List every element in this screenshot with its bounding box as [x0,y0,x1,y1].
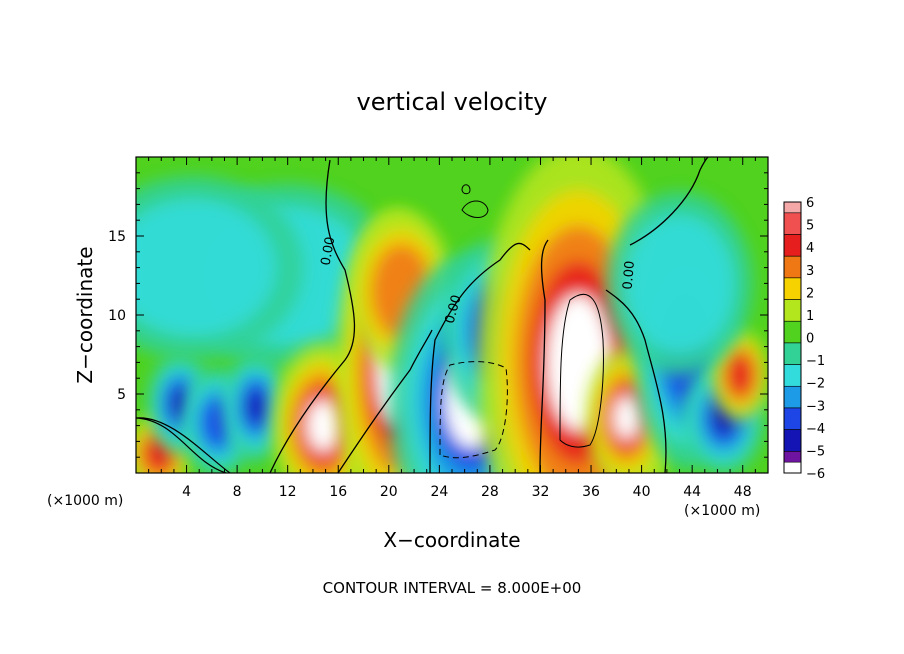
field-feature [710,329,768,421]
x-axis-label: X−coordinate [383,528,520,552]
y-tick-label: 15 [108,229,126,245]
x-unit-label-right: (×1000 m) [684,503,760,519]
colorbar [783,201,802,474]
colorbar-swatch [783,407,802,430]
colorbar-label: 6 [806,196,814,211]
x-tick-labels: 4 8 12 16 20 24 28 32 36 40 44 48 [182,484,752,500]
colorbar-label: −2 [806,377,825,392]
x-unit-label-left: (×1000 m) [47,493,123,509]
x-tick-label: 4 [182,484,191,500]
colorbar-swatch [783,451,802,463]
colorbar-label: 2 [806,286,814,301]
field-feature-ring [624,214,735,353]
y-tick-label: 5 [117,387,126,403]
colorbar-label: −1 [806,354,825,369]
colorbar-swatch [783,342,802,365]
x-tick-label: 16 [329,484,347,500]
y-axis-label: Z−coordinate [73,246,97,383]
x-tick-label: 36 [582,484,600,500]
field-feature [136,175,303,360]
zero-contour-band-b [337,329,433,473]
x-tick-label: 12 [279,484,297,500]
colorbar-label: −3 [806,399,825,414]
zero-contour-band-c [429,242,531,473]
zero-contour-band-a [269,159,356,473]
colorbar-swatch [783,277,802,300]
colorbar-swatch [783,364,802,387]
colorbar-frame [783,201,802,474]
axis-ticks [135,156,769,474]
colorbar-label: 0 [806,332,814,347]
field-feature-core [613,396,639,440]
colorbar-swatch [783,385,802,409]
colorbar-label: 5 [806,219,814,234]
colorbar-swatch [783,299,802,322]
colorbar-label: 4 [806,241,814,256]
field-feature-ring [136,198,276,337]
zero-contour-band-e [605,289,667,473]
colorbar-swatch [783,320,802,344]
colorbar-label: 1 [806,309,814,324]
zero-contours [136,157,709,473]
colorbar-swatch [783,255,802,279]
x-tick-label: 44 [683,484,701,500]
contour-label: 0.00 [621,260,638,290]
colorbar-swatch [783,212,802,235]
colorbar-label: −5 [806,444,825,459]
contour-label: 0.00 [319,236,339,267]
closed-contour-small-b [461,184,471,195]
colorbar-label: −6 [806,467,825,482]
y-tick-labels: 5 10 15 [108,229,126,403]
contour-labels: 0.00 0.00 0.00 [319,236,638,326]
plot-area: 0.00 0.00 0.00 [135,156,769,474]
field-features [136,157,768,473]
field-feature-ring [727,354,754,396]
x-tick-label: 28 [481,484,499,500]
field-feature-ring [246,389,267,424]
x-tick-label: 24 [430,484,448,500]
y-tick-label: 10 [108,308,126,324]
x-tick-label: 32 [532,484,550,500]
field-feature-core [307,400,339,452]
contour-label: 0.00 [443,293,465,325]
x-tick-label: 20 [380,484,398,500]
colorbar-labels: 6 5 4 3 2 1 0 −1 −2 −3 −4 −5 −6 [806,196,825,482]
zero-contour-band-f [629,157,709,246]
chart-title: vertical velocity [357,88,548,116]
zero-contour-inner-white-a [559,293,604,448]
x-tick-label: 40 [633,484,651,500]
zero-contour-left [136,417,231,473]
colorbar-label: −4 [806,422,825,437]
contour-interval-label: CONTOUR INTERVAL = 8.000E+00 [323,579,582,597]
colorbar-label: 3 [806,264,814,279]
x-tick-label: 48 [734,484,752,500]
colorbar-swatch [783,429,802,452]
closed-contour-small-a [461,200,489,218]
colorbar-swatch [783,234,802,257]
colorbar-swatch [783,201,802,214]
zero-contour-band-d [539,239,549,473]
x-tick-label: 8 [233,484,242,500]
